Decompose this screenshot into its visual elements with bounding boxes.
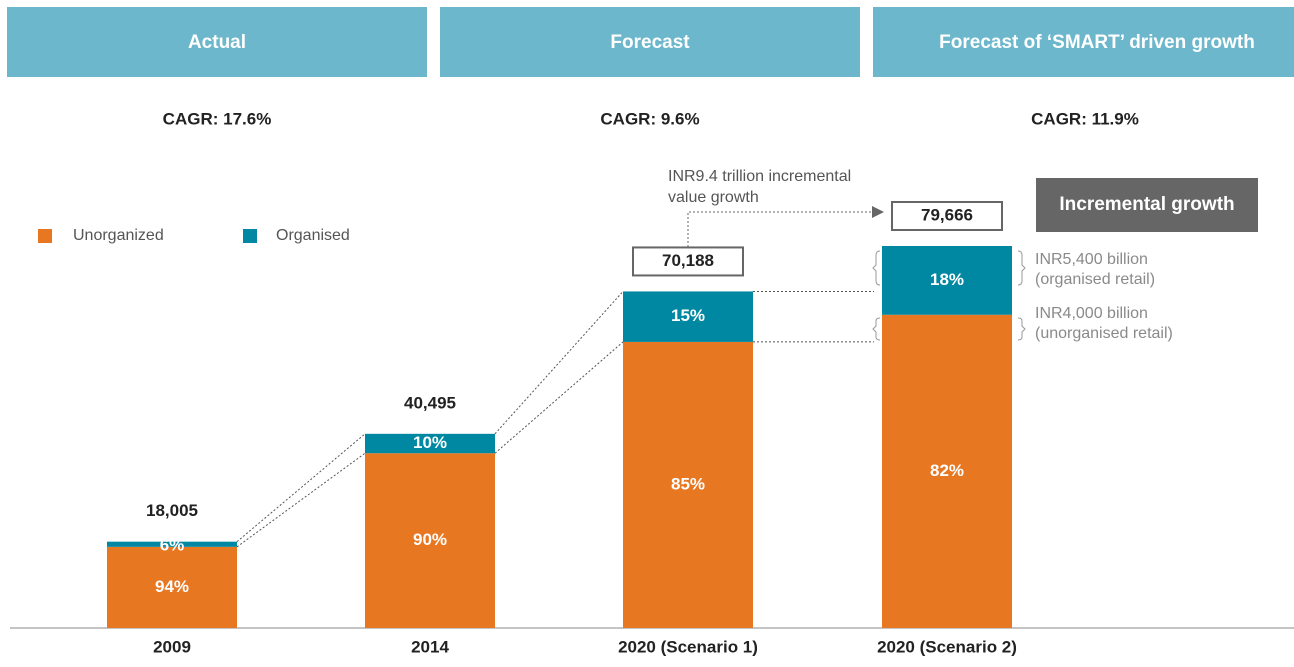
cagr: CAGR: 11.9%	[1031, 109, 1139, 128]
header-box	[7, 7, 427, 77]
connector	[494, 291, 624, 435]
bracket	[1017, 250, 1026, 286]
cagr: CAGR: 9.6%	[600, 109, 699, 128]
arrow-head	[872, 206, 884, 218]
bar-value-label: 82%	[930, 461, 964, 480]
bracket	[872, 250, 881, 286]
annotation: value growth	[668, 189, 759, 206]
bar-value-label: 94%	[155, 577, 189, 596]
bar-value-label: 18%	[930, 270, 964, 289]
annotation: INR5,400 billion	[1035, 251, 1148, 268]
bar-segment	[882, 314, 1012, 628]
bar-value-label: 90%	[413, 530, 447, 549]
bracket	[1017, 317, 1026, 341]
legend-label: Unorganized	[73, 227, 164, 244]
header-box	[873, 7, 1294, 77]
header-box	[440, 7, 860, 77]
bar-value-label: 85%	[671, 474, 705, 493]
header: Forecast	[610, 32, 690, 53]
x-tick-label: 2009	[153, 637, 191, 656]
bar-segment	[107, 541, 237, 547]
connector	[236, 452, 366, 548]
arrow-line	[687, 211, 872, 247]
header: Actual	[188, 32, 246, 53]
x-tick-label: 2020 (Scenario 2)	[877, 637, 1017, 656]
label: Incremental growth	[1059, 194, 1234, 215]
total-label: 40,495	[404, 393, 456, 412]
x-tick-label: 2020 (Scenario 1)	[618, 637, 758, 656]
legend-swatch	[38, 229, 52, 243]
legend-label: Organised	[276, 227, 350, 244]
bar-segment	[365, 433, 495, 454]
legend-swatch	[243, 229, 257, 243]
annotation: INR4,000 billion	[1035, 305, 1148, 322]
annotation: INR9.4 trillion incremental	[668, 168, 851, 185]
annotation: (unorganised retail)	[1035, 325, 1173, 342]
bar-value-label: 6%	[160, 536, 185, 555]
total-label: 79,666	[921, 205, 973, 224]
total-label: 18,005	[146, 501, 198, 520]
x-tick-label: 2014	[411, 637, 449, 656]
connector	[236, 433, 366, 543]
total-box	[891, 201, 1003, 231]
bar-value-label: 10%	[413, 433, 447, 452]
bar-segment	[623, 341, 753, 628]
connector	[494, 341, 624, 454]
bar-segment	[623, 291, 753, 342]
cagr: CAGR: 17.6%	[163, 109, 272, 128]
bracket	[872, 317, 881, 341]
annotation: (organised retail)	[1035, 271, 1155, 288]
label-box	[1036, 178, 1258, 232]
bar-value-label: 15%	[671, 306, 705, 325]
bar-segment	[107, 546, 237, 628]
header: Forecast of ‘SMART’ driven growth	[939, 32, 1255, 53]
bar-segment	[882, 246, 1012, 315]
total-label: 70,188	[662, 251, 714, 270]
total-box	[632, 246, 744, 277]
bar-segment	[365, 453, 495, 628]
